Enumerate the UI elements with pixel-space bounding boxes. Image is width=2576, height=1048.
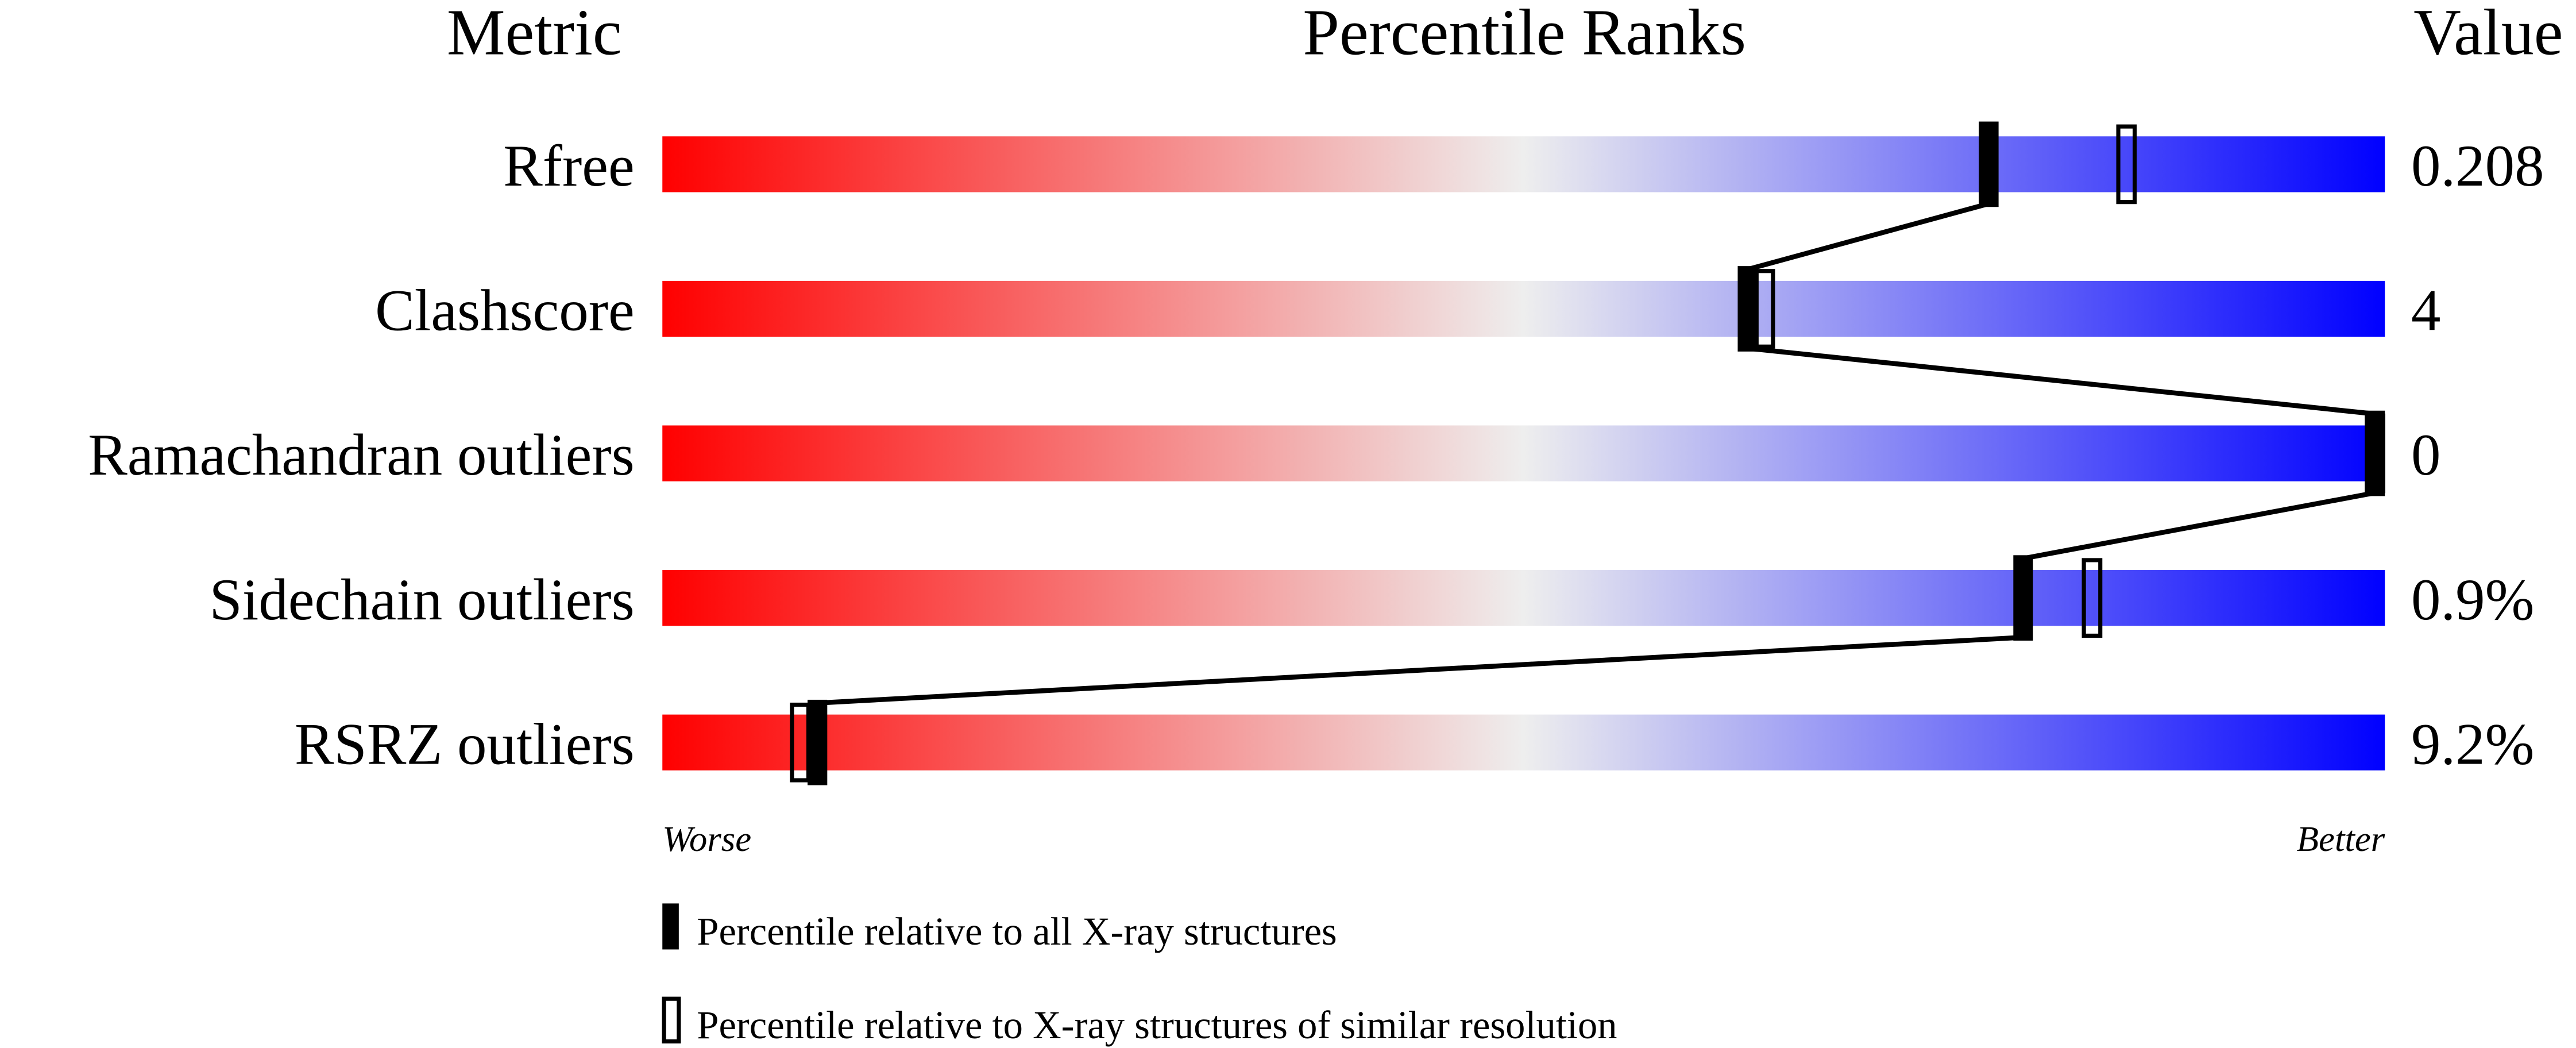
percentile-bar [662, 425, 2385, 481]
connector-line [2022, 490, 2376, 561]
all-structures-marker [2365, 410, 2385, 496]
metric-value: 0.9% [2411, 567, 2534, 633]
percentile-bar [662, 136, 2385, 192]
percentile-bar [662, 570, 2385, 626]
legend-filled-marker [662, 903, 679, 950]
metric-label: Rfree [503, 133, 635, 199]
metric-label: RSRZ outliers [295, 711, 635, 777]
metric-label: Ramachandran outliers [88, 422, 635, 488]
metric-value: 4 [2411, 278, 2440, 344]
connector-line [1747, 201, 1990, 272]
connector-line [1747, 345, 2376, 417]
metric-value: 9.2% [2411, 711, 2534, 777]
metric-value: 0 [2411, 422, 2440, 488]
all-structures-marker [808, 699, 828, 785]
metric-label: Sidechain outliers [209, 567, 634, 633]
legend-open-marker [662, 996, 681, 1044]
metric-value: 0.208 [2411, 133, 2544, 199]
metric-label: Clashscore [375, 278, 635, 344]
better-label: Better [2297, 819, 2385, 859]
legend-open-label: Percentile relative to X-ray structures … [697, 1003, 1617, 1047]
similar-resolution-marker [2116, 124, 2137, 205]
all-structures-marker [1737, 266, 1758, 352]
connector-line [817, 634, 2023, 706]
worse-label: Worse [662, 819, 751, 859]
percentile-bar [662, 280, 2385, 337]
percentile-bar [662, 714, 2385, 770]
header-metric: Metric [447, 0, 622, 68]
header-percentile-ranks: Percentile Ranks [1303, 0, 1746, 68]
header-value: Value [2413, 0, 2563, 68]
similar-resolution-marker [2081, 558, 2103, 638]
legend-filled-label: Percentile relative to all X-ray structu… [697, 910, 1337, 953]
all-structures-marker [2013, 555, 2033, 641]
all-structures-marker [1979, 121, 1999, 207]
